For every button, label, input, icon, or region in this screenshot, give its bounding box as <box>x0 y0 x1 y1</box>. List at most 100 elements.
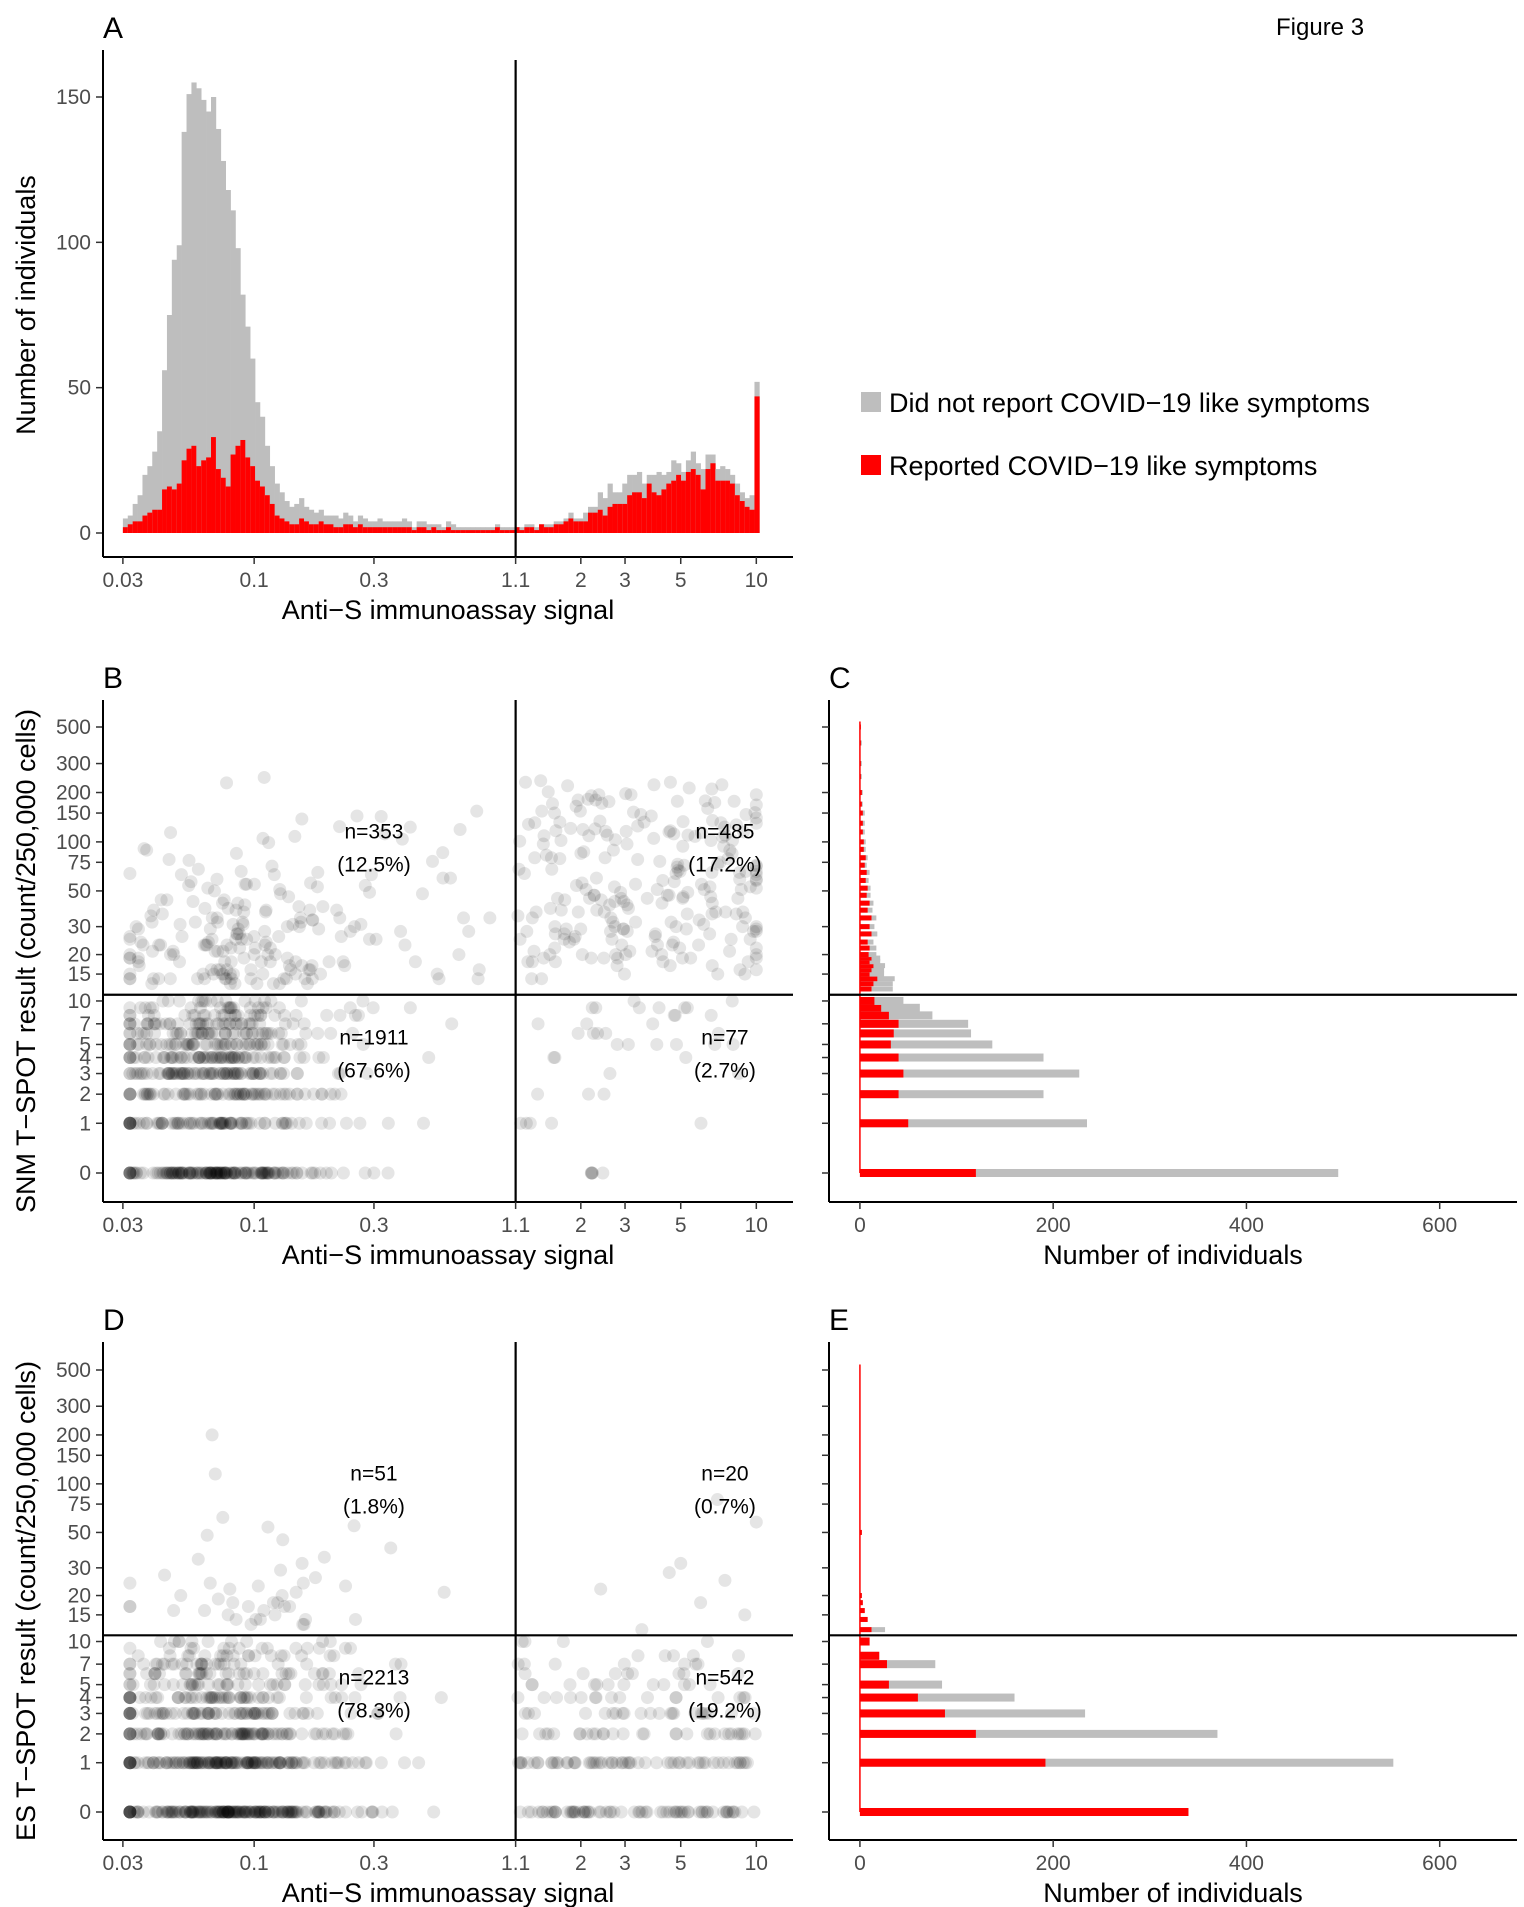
scatter-point <box>277 1037 291 1051</box>
scatter-point <box>306 913 320 927</box>
scatter-point <box>334 930 348 944</box>
scatter-point <box>152 1756 166 1770</box>
horizontal-bar-reported <box>859 1169 976 1177</box>
scatter-point <box>670 794 684 808</box>
scatter-point <box>319 1727 333 1741</box>
scatter-point <box>209 1166 223 1180</box>
scatter-point <box>279 1116 293 1130</box>
scatter-point <box>313 1166 327 1180</box>
horizontal-bar-reported <box>859 1616 868 1622</box>
scatter-point <box>205 1116 219 1130</box>
scatter-point <box>545 862 559 876</box>
scatter-point <box>253 1805 267 1819</box>
scatter-point <box>198 1756 212 1770</box>
scatter-point <box>177 1037 191 1051</box>
scatter-point <box>145 944 159 958</box>
scatter-point <box>327 1805 341 1819</box>
scatter-point <box>128 1017 142 1031</box>
scatter-point <box>550 1756 564 1770</box>
scatter-point <box>246 1051 260 1065</box>
scatter-point <box>203 1067 217 1081</box>
scatter-point <box>123 1756 137 1770</box>
scatter-point <box>527 1756 541 1770</box>
scatter-point <box>354 1678 368 1692</box>
scatter-point <box>617 895 631 909</box>
scatter-point <box>202 1166 216 1180</box>
scatter-point <box>364 868 378 882</box>
scatter-point <box>220 1805 234 1819</box>
scatter-point <box>548 927 562 941</box>
scatter-point <box>254 1756 268 1770</box>
scatter-point <box>199 1017 213 1031</box>
scatter-point <box>220 1756 234 1770</box>
scatter-point <box>277 1166 291 1180</box>
scatter-point <box>160 1756 174 1770</box>
scatter-point <box>267 868 281 882</box>
scatter-point <box>256 1805 270 1819</box>
scatter-point <box>181 1087 195 1101</box>
histogram-bar-reported <box>612 503 618 533</box>
scatter-point <box>564 1691 578 1705</box>
scatter-point <box>221 1678 235 1692</box>
histogram-bar-reported <box>357 524 364 533</box>
scatter-point <box>123 1051 137 1065</box>
scatter-point <box>129 1116 143 1130</box>
scatter-point <box>579 1706 593 1720</box>
scatter-point <box>244 1008 258 1022</box>
scatter-point <box>213 1001 227 1015</box>
scatter-point <box>161 1067 175 1081</box>
scatter-point <box>427 1805 441 1819</box>
quadrant-count-label: n=2213 <box>339 1667 410 1690</box>
scatter-point <box>213 1805 227 1819</box>
scatter-point <box>297 1617 311 1631</box>
scatter-point <box>231 1051 245 1065</box>
scatter-point <box>669 1691 683 1705</box>
scatter-point <box>123 1008 137 1022</box>
scatter-point <box>199 1657 213 1671</box>
panel-e-x-tick-label: 600 <box>1422 1852 1457 1875</box>
scatter-point <box>160 893 174 907</box>
scatter-point <box>199 1166 213 1180</box>
scatter-point <box>716 830 730 844</box>
scatter-point <box>622 1756 636 1770</box>
scatter-point <box>308 1571 322 1585</box>
scatter-point <box>212 1166 226 1180</box>
scatter-point <box>172 1635 186 1649</box>
scatter-point <box>150 1657 164 1671</box>
scatter-point <box>722 1805 736 1819</box>
scatter-point <box>176 1756 190 1770</box>
scatter-point <box>619 824 633 838</box>
horizontal-bar-reported <box>859 1627 872 1633</box>
scatter-point <box>453 823 467 837</box>
scatter-point <box>178 1805 192 1819</box>
scatter-point <box>224 1166 238 1180</box>
scatter-point <box>226 1596 240 1610</box>
scatter-point <box>199 1051 213 1065</box>
scatter-point <box>255 1641 269 1655</box>
scatter-point <box>586 1756 600 1770</box>
scatter-point <box>218 1727 232 1741</box>
scatter-point <box>278 1017 292 1031</box>
scatter-point <box>178 1008 192 1022</box>
scatter-point <box>358 879 372 893</box>
scatter-point <box>274 1166 288 1180</box>
scatter-point <box>249 1805 263 1819</box>
scatter-point <box>256 1166 270 1180</box>
scatter-point <box>268 1087 282 1101</box>
scatter-point <box>250 1037 264 1051</box>
scatter-point <box>290 1166 304 1180</box>
scatter-point <box>155 1657 169 1671</box>
scatter-point <box>597 951 611 965</box>
scatter-point <box>341 1727 355 1741</box>
scatter-point <box>426 854 440 868</box>
scatter-point <box>725 994 739 1008</box>
scatter-point <box>133 1001 147 1015</box>
scatter-point <box>394 924 408 938</box>
scatter-point <box>285 1756 299 1770</box>
scatter-point <box>335 1691 349 1705</box>
scatter-point <box>194 1657 208 1671</box>
histogram-bar-not-reported <box>201 99 207 533</box>
scatter-point <box>161 1087 175 1101</box>
scatter-point <box>163 1017 177 1031</box>
scatter-point <box>216 1805 230 1819</box>
